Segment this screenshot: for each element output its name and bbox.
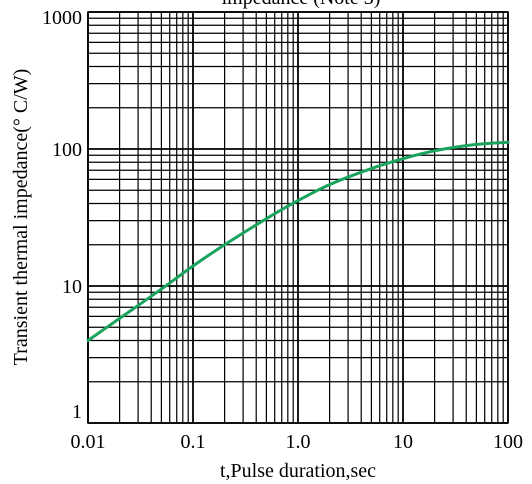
plot-frame [87,11,509,424]
y-tick-label: 1 [72,401,82,423]
x-tick-label: 10 [393,431,413,453]
x-tick-label: 0.01 [71,431,106,453]
y-tick-label: 1000 [42,7,82,29]
y-tick-label: 10 [62,276,82,298]
x-tick-label: 100 [493,431,523,453]
impedance-curve [86,140,510,343]
x-tick-label: 0.1 [181,431,206,453]
minor-grid [88,12,508,423]
chart-title: impedance (Note 3) [222,0,381,9]
y-tick-labels: 1 10 100 1000 [42,7,82,423]
x-axis-label: t,Pulse duration,sec [220,460,376,482]
x-tick-label: 1.0 [286,431,311,453]
x-tick-labels: 0.01 0.1 1.0 10 100 [71,431,524,453]
y-tick-label: 100 [52,139,82,161]
y-axis-label: Transient thermal impedance(° C/W) [10,69,32,366]
